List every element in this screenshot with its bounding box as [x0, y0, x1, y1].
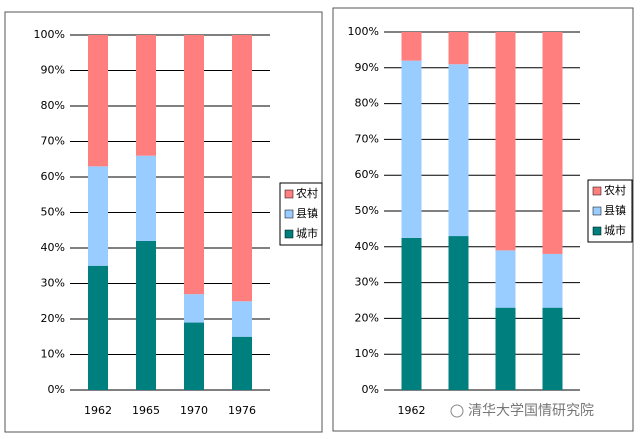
bar-segment: [401, 32, 422, 61]
bar-segment: [232, 301, 252, 337]
watermark-icon: [450, 404, 464, 418]
x-tick-label: 1962: [398, 404, 426, 417]
legend-label: 县镇: [296, 206, 318, 220]
y-tick-label: 30%: [41, 277, 65, 290]
y-tick-label: 80%: [355, 97, 379, 110]
legend-label: 城市: [604, 223, 626, 237]
y-tick-label: 0%: [362, 383, 379, 396]
y-tick-label: 100%: [34, 28, 65, 41]
y-tick-label: 30%: [355, 276, 379, 289]
y-tick-label: 10%: [41, 348, 65, 361]
bar-segment: [136, 35, 156, 156]
y-tick-label: 10%: [355, 347, 379, 360]
legend-swatch: [284, 229, 294, 239]
legend-swatch: [592, 226, 602, 236]
y-tick-label: 90%: [41, 64, 65, 77]
bar-segment: [448, 64, 469, 237]
legend-swatch: [592, 206, 602, 216]
bar-segment: [542, 32, 563, 254]
x-tick-label: 1965: [132, 404, 160, 417]
bar-segment: [232, 35, 252, 302]
left-panel: [4, 11, 323, 433]
bar-segment: [184, 322, 204, 390]
watermark: 清华大学国情研究院: [468, 403, 594, 419]
bar-segment: [542, 253, 563, 308]
bar-segment: [495, 250, 516, 308]
legend-swatch: [284, 209, 294, 219]
bar-segment: [401, 237, 422, 390]
legend-label: 县镇: [604, 203, 626, 217]
bar-segment: [401, 60, 422, 238]
x-tick-label: 1976: [228, 404, 256, 417]
bar-segment: [136, 240, 156, 390]
bar-segment: [184, 35, 204, 295]
bar-segment: [232, 336, 252, 390]
legend-swatch: [592, 186, 602, 196]
legend-swatch: [284, 189, 294, 199]
bar-segment: [88, 35, 108, 167]
y-tick-label: 70%: [355, 132, 379, 145]
y-tick-label: 90%: [355, 61, 379, 74]
right-panel: [332, 7, 634, 432]
bar-segment: [495, 307, 516, 390]
bar-segment: [88, 166, 108, 266]
y-tick-label: 50%: [41, 206, 65, 219]
legend-label: 农村: [604, 183, 626, 197]
y-tick-label: 80%: [41, 99, 65, 112]
y-tick-label: 70%: [41, 135, 65, 148]
bar-segment: [88, 265, 108, 390]
bar-segment: [542, 307, 563, 390]
y-tick-label: 50%: [355, 204, 379, 217]
y-tick-label: 60%: [355, 168, 379, 181]
y-tick-label: 0%: [48, 383, 65, 396]
y-tick-label: 40%: [355, 240, 379, 253]
bar-segment: [448, 236, 469, 390]
bar-segment: [448, 32, 469, 65]
bar-segment: [495, 32, 516, 251]
legend-label: 城市: [296, 226, 318, 240]
y-tick-label: 40%: [41, 241, 65, 254]
bar-segment: [136, 155, 156, 241]
legend-label: 农村: [296, 186, 318, 200]
y-tick-label: 20%: [41, 312, 65, 325]
bar-segment: [184, 294, 204, 323]
y-tick-label: 60%: [41, 170, 65, 183]
x-tick-label: 1962: [84, 404, 112, 417]
y-tick-label: 20%: [355, 311, 379, 324]
x-tick-label: 1970: [180, 404, 208, 417]
y-tick-label: 100%: [348, 25, 379, 38]
